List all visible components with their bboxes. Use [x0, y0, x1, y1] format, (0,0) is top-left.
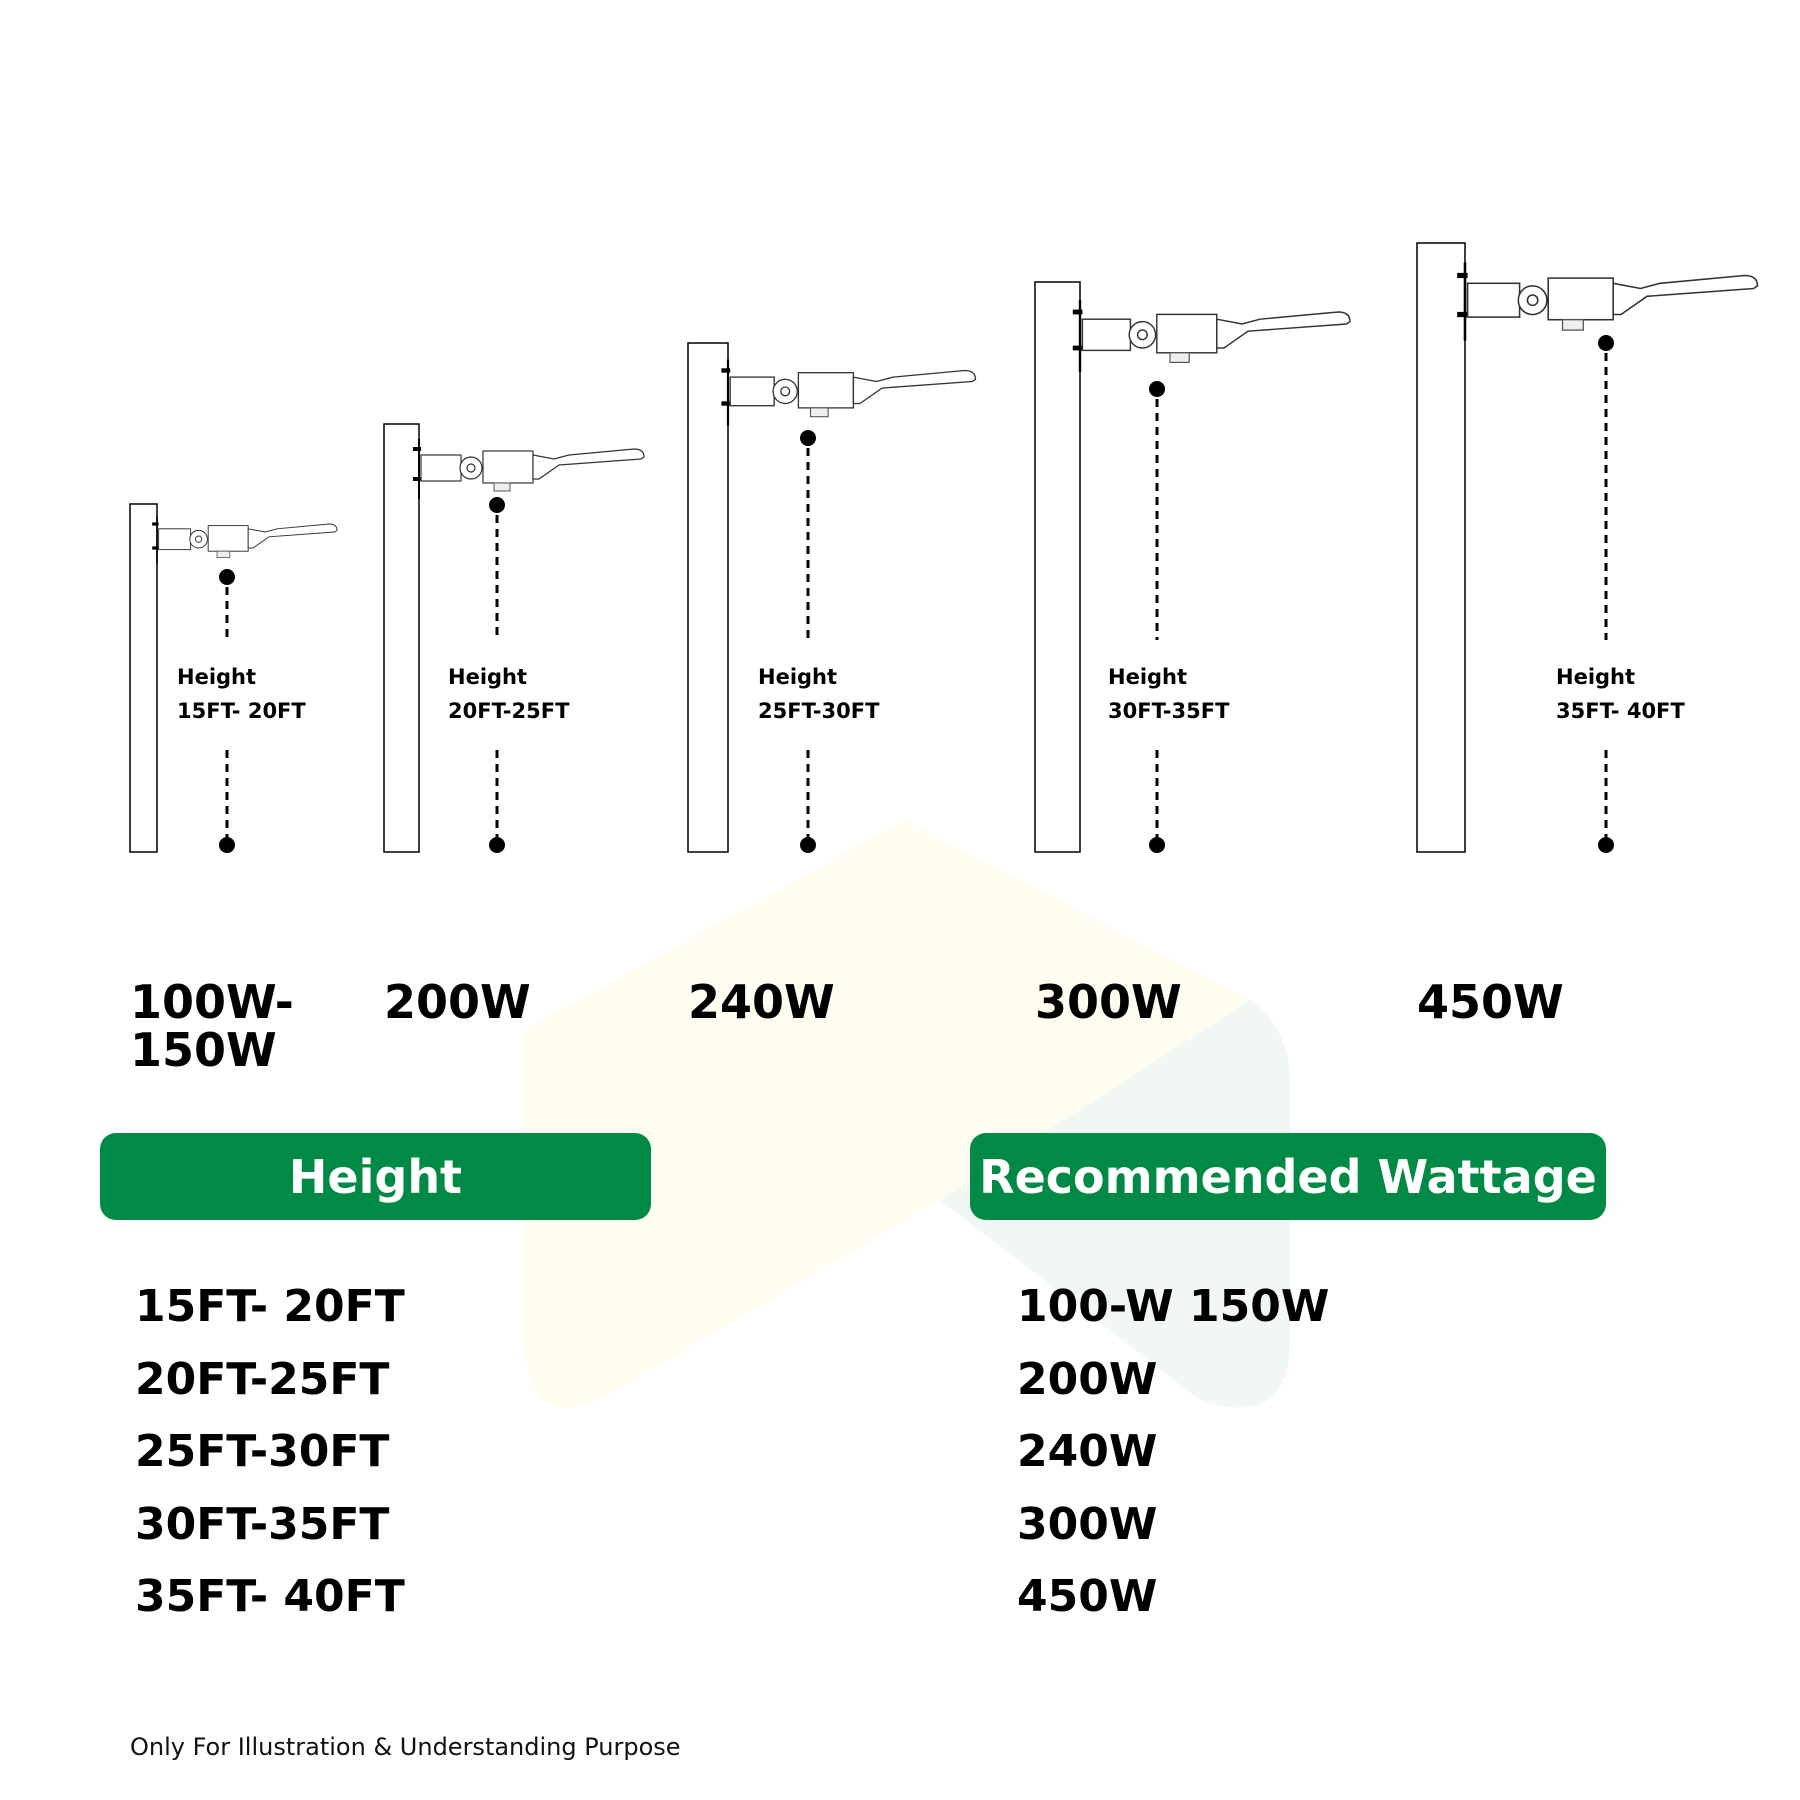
wattage-item: 100-W 150W	[1017, 1281, 1330, 1332]
height-item: 15FT- 20FT	[135, 1281, 405, 1332]
pole	[687, 342, 729, 853]
dimension-dot-top	[489, 497, 505, 513]
height-range: 30FT-35FT	[1108, 699, 1230, 723]
pole-wattage-label: 240W	[688, 975, 835, 1029]
street-light-pole	[1416, 242, 1759, 853]
street-light-pole	[687, 342, 977, 853]
pole-height-label: Height 30FT-35FT	[1108, 660, 1229, 728]
wattage-item: 200W	[1017, 1353, 1158, 1405]
luminaire-icon	[721, 359, 977, 426]
luminaire-icon	[152, 515, 338, 565]
wattage-item: 300W	[1017, 1498, 1158, 1550]
street-light-pole	[1034, 281, 1351, 853]
footer-note: Only For Illustration & Understanding Pu…	[130, 1733, 681, 1761]
street-light-pole	[383, 423, 645, 853]
wattage-item: 450W	[1017, 1571, 1158, 1622]
dimension-dot-bottom	[489, 837, 505, 853]
height-dimension	[1149, 381, 1165, 853]
dimension-dot-top	[800, 430, 816, 446]
wattage-list: 100-W 150W 200W 240W 300W 450W	[1017, 1280, 1329, 1643]
height-range: 20FT-25FT	[448, 699, 570, 723]
pole	[129, 503, 158, 853]
pole-height-label: Height 20FT-25FT	[448, 660, 569, 728]
height-range: 25FT-30FT	[758, 699, 880, 723]
wattage-header: Recommended Wattage	[970, 1133, 1606, 1220]
wattage-item: 240W	[1017, 1426, 1158, 1477]
pole	[1416, 242, 1466, 853]
dimension-dot-bottom	[1149, 837, 1165, 853]
pole-wattage-label: 450W	[1417, 975, 1564, 1029]
pole-height-label: Height 25FT-30FT	[758, 660, 879, 728]
height-item: 20FT-25FT	[135, 1353, 390, 1405]
height-title: Height	[177, 665, 257, 689]
height-item: 30FT-35FT	[135, 1498, 390, 1550]
dimension-dot-bottom	[800, 837, 816, 853]
luminaire-icon	[1072, 299, 1351, 373]
luminaire-icon	[1457, 262, 1759, 341]
dimension-dot-bottom	[219, 837, 235, 853]
height-range: 35FT- 40FT	[1556, 699, 1685, 723]
height-dimension	[800, 430, 816, 853]
dimension-dot-top	[1598, 335, 1614, 351]
luminaire-icon	[413, 439, 645, 499]
height-list: 15FT- 20FT 20FT-25FT 25FT-30FT 30FT-35FT…	[135, 1280, 405, 1643]
height-item: 25FT-30FT	[135, 1426, 390, 1477]
height-dimension	[1598, 335, 1614, 853]
height-header: Height	[100, 1133, 651, 1220]
height-title: Height	[758, 665, 838, 689]
street-light-pole	[129, 503, 338, 853]
height-title: Height	[1556, 665, 1636, 689]
dimension-dot-top	[219, 569, 235, 585]
pole	[383, 423, 420, 853]
pole-height-label: Height 35FT- 40FT	[1556, 660, 1685, 728]
pole-wattage-label: 200W	[384, 975, 531, 1029]
pole-wattage-label: 300W	[1035, 975, 1182, 1029]
height-item: 35FT- 40FT	[135, 1571, 405, 1622]
height-title: Height	[448, 665, 528, 689]
height-dimension	[219, 569, 235, 853]
dimension-dot-top	[1149, 381, 1165, 397]
height-title: Height	[1108, 665, 1188, 689]
dimension-dot-bottom	[1598, 837, 1614, 853]
pole	[1034, 281, 1081, 853]
height-range: 15FT- 20FT	[177, 699, 306, 723]
pole-wattage-label: 100W- 150W	[130, 975, 294, 1077]
pole-height-label: Height 15FT- 20FT	[177, 660, 306, 728]
height-dimension	[489, 497, 505, 853]
